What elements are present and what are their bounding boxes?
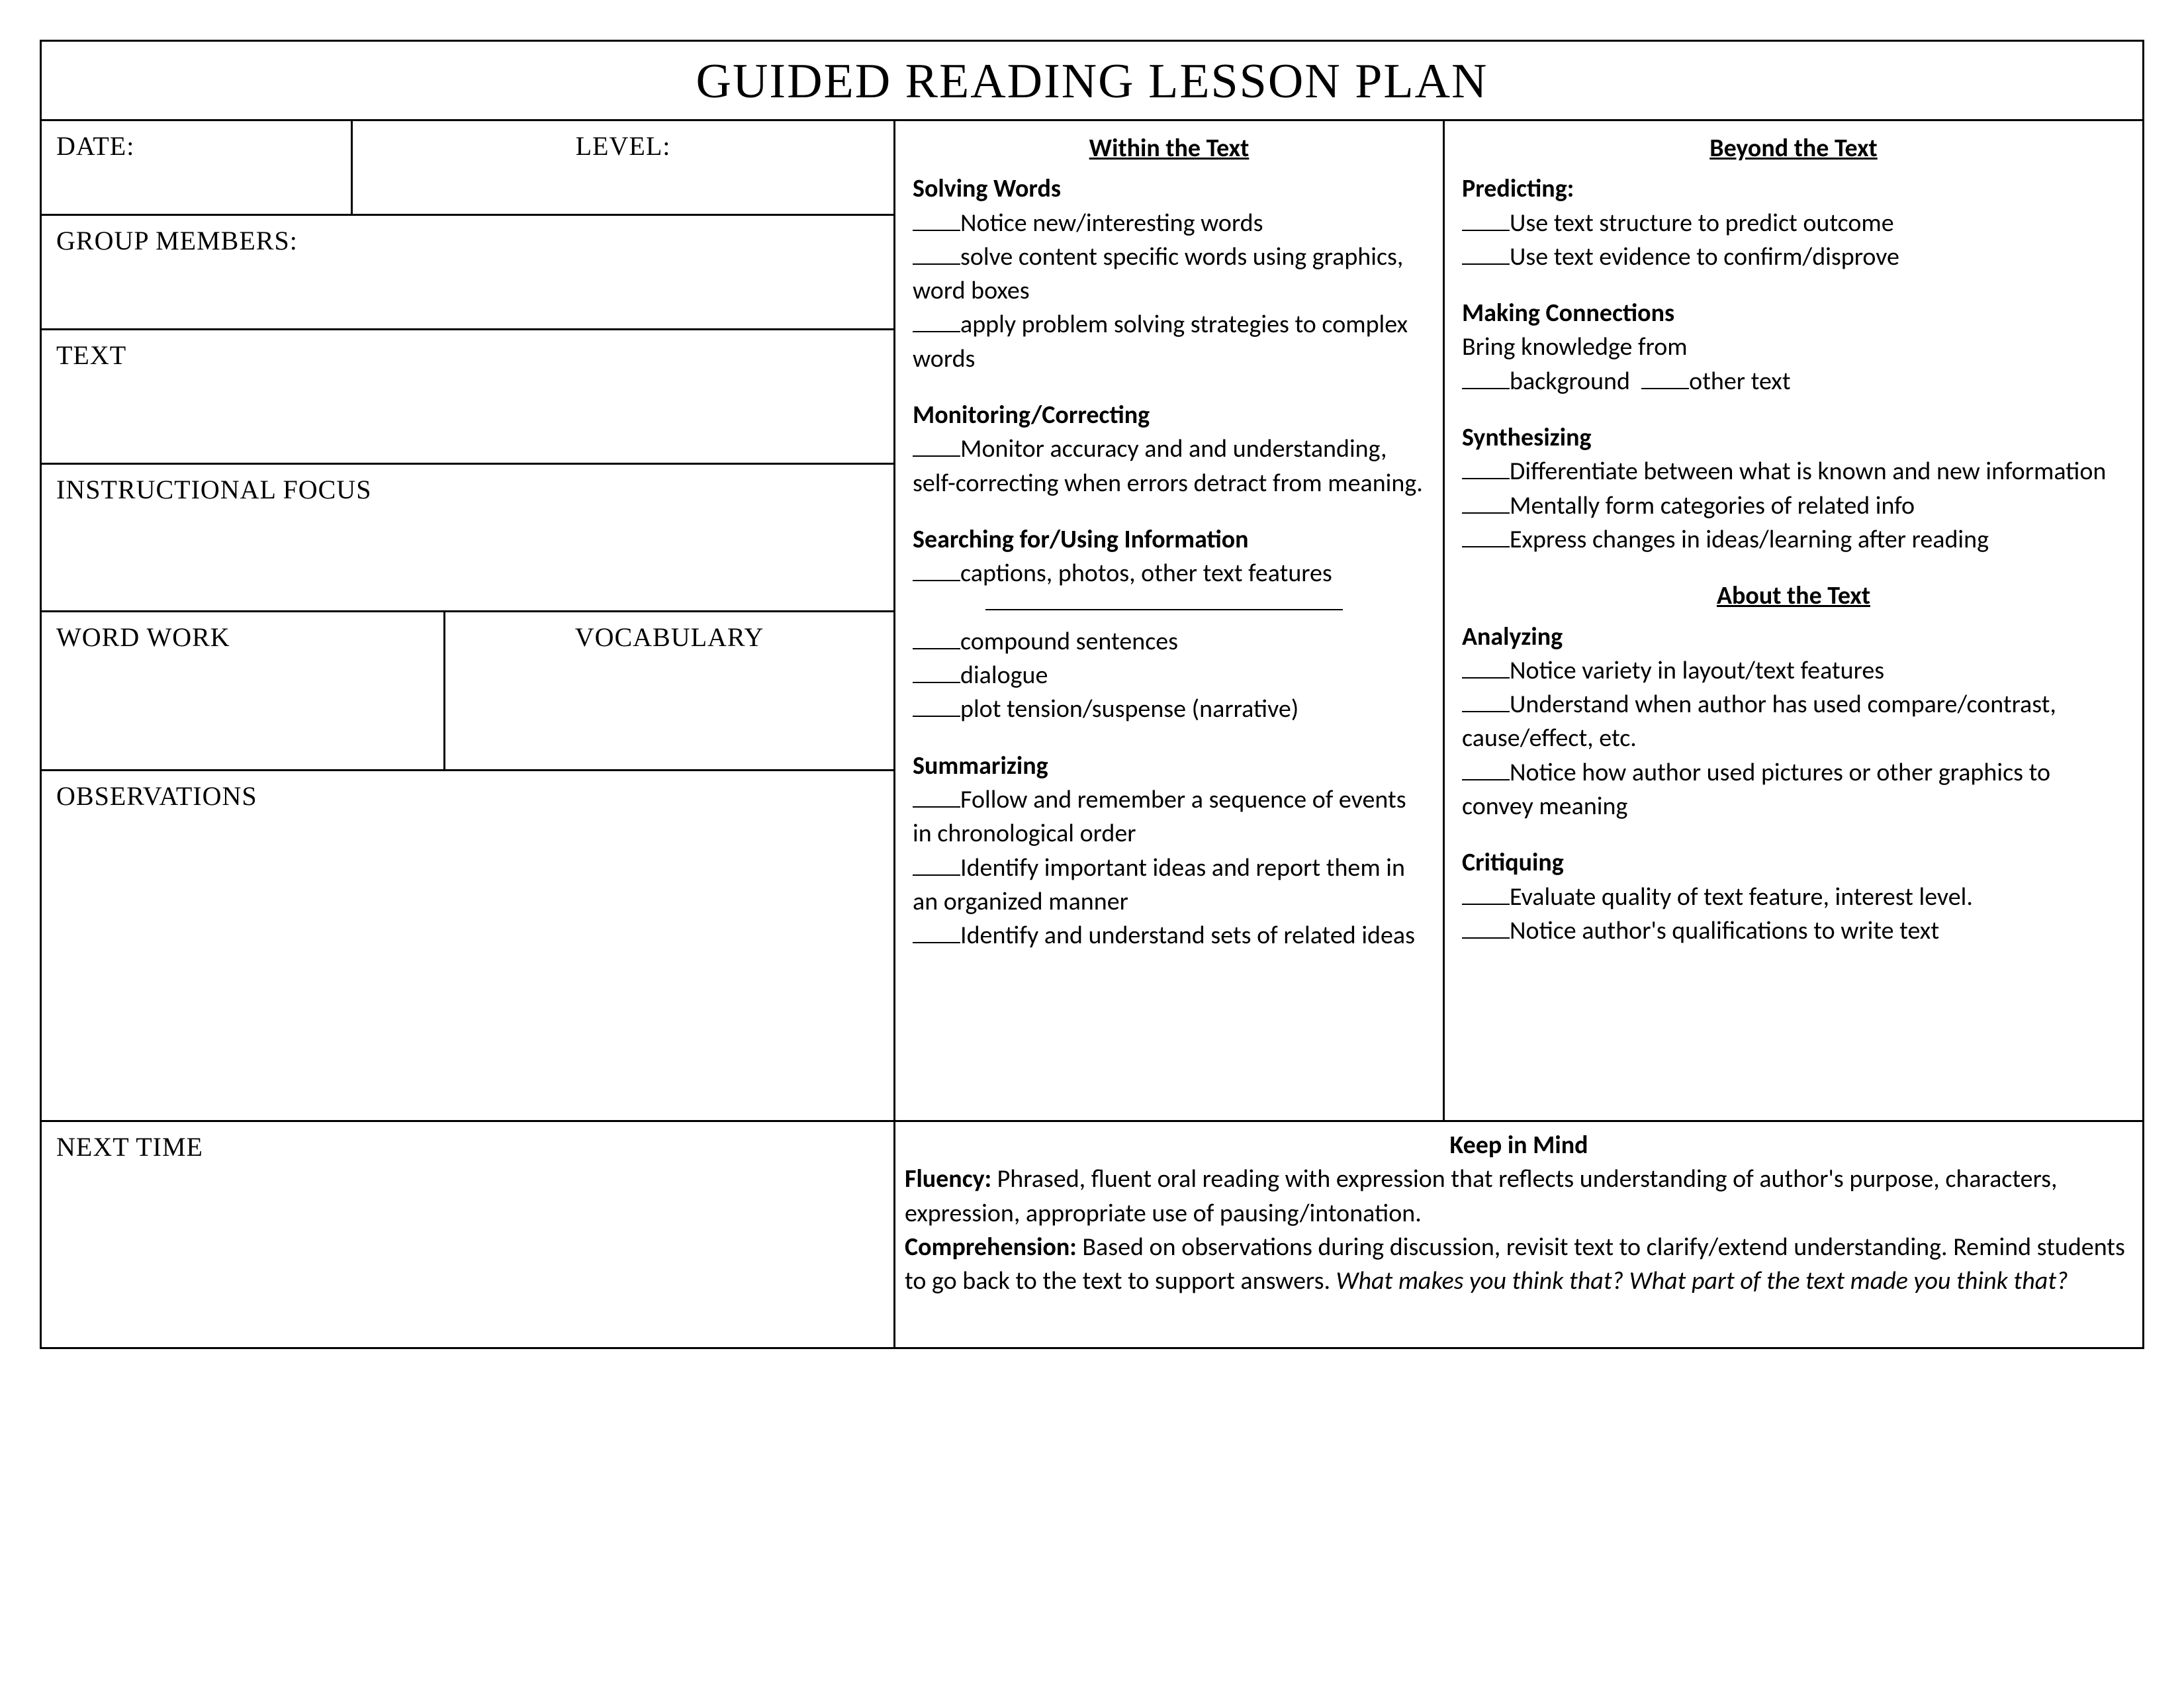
observations-cell[interactable]: OBSERVATIONS bbox=[42, 771, 893, 1120]
critique-item-a[interactable]: Evaluate quality of text feature, intere… bbox=[1462, 880, 2125, 914]
synth-head: Synthesizing bbox=[1462, 421, 2125, 455]
critique-head: Critiquing bbox=[1462, 846, 2125, 880]
critique-item-b[interactable]: Notice author's qualifications to write … bbox=[1462, 914, 2125, 948]
fluency-text: Phrased, fluent oral reading with expres… bbox=[905, 1164, 2058, 1228]
wordwork-cell[interactable]: WORD WORK bbox=[42, 612, 445, 769]
date-level-row: DATE: LEVEL: bbox=[42, 121, 893, 216]
connect-items[interactable]: background other text bbox=[1462, 365, 2125, 399]
beyond-about-column: Beyond the Text Predicting: Use text str… bbox=[1445, 121, 2142, 1120]
within-title: Within the Text bbox=[913, 132, 1426, 165]
search-item-b[interactable]: compound sentences bbox=[913, 625, 1426, 659]
fluency-label: Fluency: bbox=[905, 1164, 991, 1194]
keep-in-mind-cell: Keep in Mind Fluency: Phrased, fluent or… bbox=[895, 1122, 2142, 1347]
comprehension-line: Comprehension: Based on observations dur… bbox=[905, 1231, 2133, 1299]
monitor-head: Monitoring/Correcting bbox=[913, 399, 1426, 432]
group-label: GROUP MEMBERS: bbox=[56, 226, 298, 256]
monitor-item[interactable]: Monitor accuracy and and understanding, … bbox=[913, 432, 1426, 500]
analyze-item-a[interactable]: Notice variety in layout/text features bbox=[1462, 654, 2125, 688]
predict-head: Predicting: bbox=[1462, 172, 2125, 206]
date-label: DATE: bbox=[56, 131, 134, 161]
summ-item-a[interactable]: Follow and remember a sequence of events… bbox=[913, 783, 1426, 851]
beyond-title: Beyond the Text bbox=[1462, 132, 2125, 165]
analyze-head: Analyzing bbox=[1462, 620, 2125, 654]
fluency-line: Fluency: Phrased, fluent oral reading wi… bbox=[905, 1162, 2133, 1231]
search-write-in-line[interactable] bbox=[985, 609, 1343, 610]
connect-head: Making Connections bbox=[1462, 297, 2125, 330]
level-label: LEVEL: bbox=[576, 131, 671, 161]
summ-item-c[interactable]: Identify and understand sets of related … bbox=[913, 919, 1426, 953]
text-label: TEXT bbox=[56, 340, 126, 370]
solving-item-b[interactable]: solve content specific words using graph… bbox=[913, 240, 1426, 308]
about-title: About the Text bbox=[1462, 579, 2125, 613]
search-item-c[interactable]: dialogue bbox=[913, 659, 1426, 692]
next-time-label: NEXT TIME bbox=[56, 1132, 203, 1162]
bottom-row: NEXT TIME Keep in Mind Fluency: Phrased,… bbox=[42, 1120, 2142, 1347]
search-item-d[interactable]: plot tension/suspense (narrative) bbox=[913, 692, 1426, 726]
page-title: GUIDED READING LESSON PLAN bbox=[696, 54, 1488, 109]
group-row[interactable]: GROUP MEMBERS: bbox=[42, 216, 893, 330]
keep-in-mind-title: Keep in Mind bbox=[905, 1129, 2133, 1162]
synth-item-b[interactable]: Mentally form categories of related info bbox=[1462, 489, 2125, 523]
summ-head: Summarizing bbox=[913, 749, 1426, 783]
solving-item-a[interactable]: Notice new/interesting words bbox=[913, 207, 1426, 240]
solving-head: Solving Words bbox=[913, 172, 1426, 206]
wordwork-label: WORD WORK bbox=[56, 622, 230, 652]
comp-label: Comprehension: bbox=[905, 1232, 1077, 1262]
connect-intro: Bring knowledge from bbox=[1462, 330, 2125, 364]
focus-label: INSTRUCTIONAL FOCUS bbox=[56, 475, 371, 504]
next-time-cell[interactable]: NEXT TIME bbox=[42, 1122, 895, 1347]
summ-item-b[interactable]: Identify important ideas and report them… bbox=[913, 851, 1426, 919]
wordwork-vocab-row: WORD WORK VOCABULARY bbox=[42, 612, 893, 771]
predict-item-b[interactable]: Use text evidence to confirm/disprove bbox=[1462, 240, 2125, 274]
search-head: Searching for/Using Information bbox=[913, 523, 1426, 557]
observations-label: OBSERVATIONS bbox=[56, 781, 257, 811]
predict-item-a[interactable]: Use text structure to predict outcome bbox=[1462, 207, 2125, 240]
analyze-item-b[interactable]: Understand when author has used compare/… bbox=[1462, 688, 2125, 756]
lesson-plan-sheet: GUIDED READING LESSON PLAN DATE: LEVEL: … bbox=[40, 40, 2144, 1349]
within-column: Within the Text Solving Words Notice new… bbox=[895, 121, 1445, 1120]
focus-row[interactable]: INSTRUCTIONAL FOCUS bbox=[42, 465, 893, 612]
main-grid: DATE: LEVEL: GROUP MEMBERS: TEXT INSTRUC… bbox=[42, 121, 2142, 1120]
date-cell[interactable]: DATE: bbox=[42, 121, 353, 214]
level-cell[interactable]: LEVEL: bbox=[353, 121, 893, 214]
vocab-cell[interactable]: VOCABULARY bbox=[445, 612, 893, 769]
left-column: DATE: LEVEL: GROUP MEMBERS: TEXT INSTRUC… bbox=[42, 121, 895, 1120]
synth-item-c[interactable]: Express changes in ideas/learning after … bbox=[1462, 523, 2125, 557]
text-row[interactable]: TEXT bbox=[42, 330, 893, 465]
solving-item-c[interactable]: apply problem solving strategies to comp… bbox=[913, 308, 1426, 376]
vocab-label: VOCABULARY bbox=[575, 622, 764, 652]
comp-italic: What makes you think that? What part of … bbox=[1336, 1266, 2068, 1296]
synth-item-a[interactable]: Differentiate between what is known and … bbox=[1462, 455, 2125, 489]
analyze-item-c[interactable]: Notice how author used pictures or other… bbox=[1462, 756, 2125, 824]
title-row: GUIDED READING LESSON PLAN bbox=[42, 42, 2142, 121]
search-item-a[interactable]: captions, photos, other text features bbox=[913, 557, 1426, 590]
